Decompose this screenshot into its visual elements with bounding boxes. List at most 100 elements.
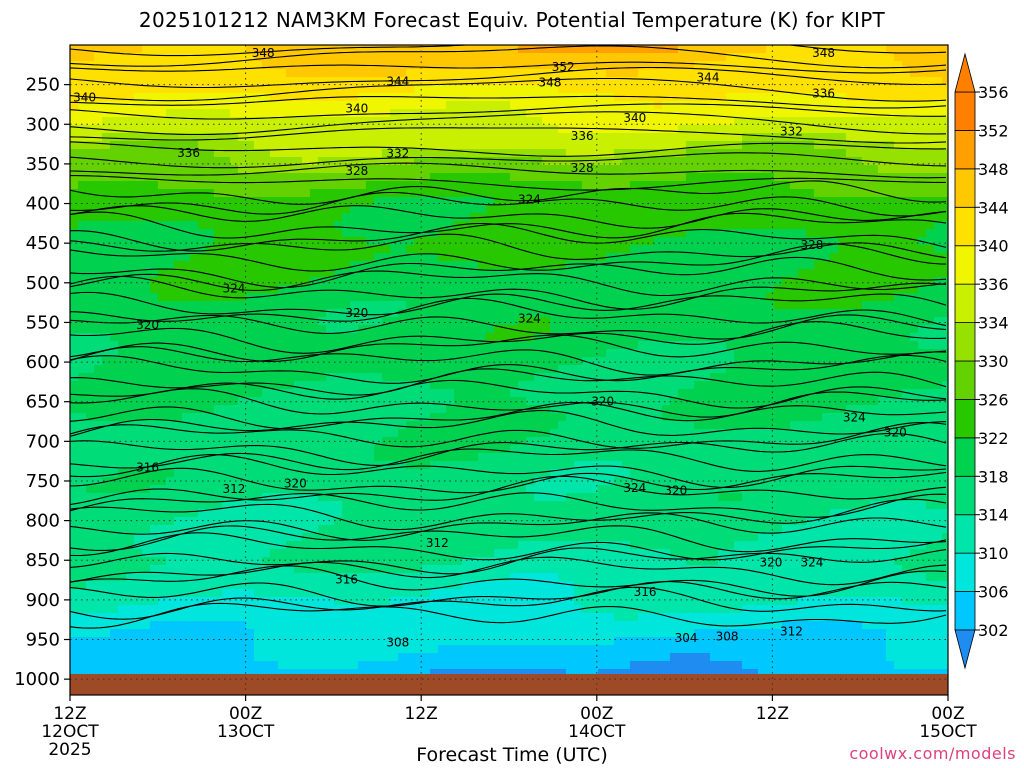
field-cell <box>390 45 399 54</box>
field-cell <box>150 173 159 182</box>
field-cell <box>550 549 559 558</box>
field-cell <box>406 53 415 62</box>
field-cell <box>518 237 527 246</box>
field-cell <box>470 429 479 438</box>
field-cell <box>510 293 519 302</box>
field-cell <box>542 405 551 414</box>
field-cell <box>230 533 239 542</box>
field-cell <box>206 325 215 334</box>
field-cell <box>150 549 159 558</box>
field-cell <box>350 173 359 182</box>
field-cell <box>94 293 103 302</box>
field-cell <box>334 453 343 462</box>
field-cell <box>134 69 143 78</box>
field-cell <box>366 293 375 302</box>
field-cell <box>150 285 159 294</box>
field-cell <box>438 525 447 534</box>
field-cell <box>302 69 311 78</box>
field-cell <box>414 125 423 134</box>
field-cell <box>118 629 127 638</box>
field-cell <box>534 189 543 198</box>
field-cell <box>526 461 535 470</box>
field-cell <box>134 461 143 470</box>
field-cell <box>382 229 391 238</box>
field-cell <box>118 437 127 446</box>
field-cell <box>510 125 519 134</box>
field-cell <box>542 373 551 382</box>
field-cell <box>310 389 319 398</box>
field-cell <box>326 253 335 262</box>
field-cell <box>86 509 95 518</box>
field-cell <box>222 613 231 622</box>
field-cell <box>206 397 215 406</box>
field-cell <box>286 189 295 198</box>
field-cell <box>430 141 439 150</box>
field-cell <box>318 589 327 598</box>
field-cell <box>102 45 111 54</box>
field-cell <box>318 565 327 574</box>
field-cell <box>534 453 543 462</box>
field-cell <box>478 469 487 478</box>
field-cell <box>126 613 135 622</box>
field-cell <box>142 213 151 222</box>
field-cell <box>230 381 239 390</box>
field-cell <box>150 93 159 102</box>
field-cell <box>430 309 439 318</box>
field-cell <box>198 149 207 158</box>
field-cell <box>502 405 511 414</box>
field-cell <box>294 109 303 118</box>
field-cell <box>94 621 103 630</box>
field-cell <box>550 125 559 134</box>
field-cell <box>534 357 543 366</box>
field-cell <box>350 197 359 206</box>
field-cell <box>422 549 431 558</box>
field-cell <box>294 397 303 406</box>
field-cell <box>190 437 199 446</box>
field-cell <box>102 669 111 678</box>
field-cell <box>326 621 335 630</box>
field-cell <box>150 373 159 382</box>
field-cell <box>454 453 463 462</box>
field-cell <box>326 597 335 606</box>
field-cell <box>126 133 135 142</box>
field-cell <box>550 221 559 230</box>
field-cell <box>126 461 135 470</box>
field-cell <box>222 141 231 150</box>
field-cell <box>230 221 239 230</box>
field-cell <box>494 277 503 286</box>
field-cell <box>222 573 231 582</box>
field-cell <box>518 501 527 510</box>
field-cell <box>494 509 503 518</box>
field-cell <box>278 597 287 606</box>
field-cell <box>366 357 375 366</box>
field-cell <box>470 205 479 214</box>
field-cell <box>214 669 223 678</box>
field-cell <box>446 613 455 622</box>
field-cell <box>470 557 479 566</box>
field-cell <box>206 349 215 358</box>
field-cell <box>342 581 351 590</box>
field-cell <box>238 61 247 70</box>
field-cell <box>214 333 223 342</box>
field-cell <box>462 365 471 374</box>
field-cell <box>478 661 487 670</box>
field-cell <box>446 645 455 654</box>
field-cell <box>454 461 463 470</box>
field-cell <box>214 325 223 334</box>
field-cell <box>238 349 247 358</box>
field-cell <box>406 221 415 230</box>
field-cell <box>150 493 159 502</box>
field-cell <box>230 365 239 374</box>
field-cell <box>206 469 215 478</box>
field-cell <box>142 653 151 662</box>
field-cell <box>326 413 335 422</box>
field-cell <box>502 61 511 70</box>
field-cell <box>174 637 183 646</box>
field-cell <box>190 317 199 326</box>
field-cell <box>494 157 503 166</box>
field-cell <box>326 445 335 454</box>
field-cell <box>214 581 223 590</box>
field-cell <box>526 589 535 598</box>
field-cell <box>414 445 423 454</box>
field-cell <box>486 45 495 54</box>
